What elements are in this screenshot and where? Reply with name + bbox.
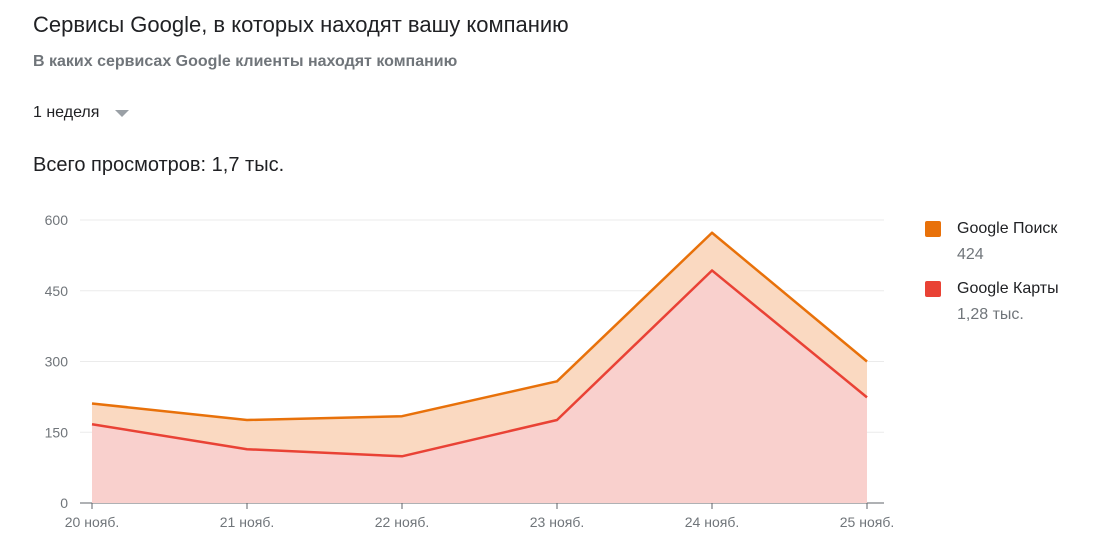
total-views: Всего просмотров: 1,7 тыс.	[33, 154, 284, 177]
period-dropdown-label: 1 неделя	[33, 104, 100, 121]
legend-item-search[interactable]: Google Поиск 424	[925, 220, 1059, 264]
y-tick-label: 300	[45, 354, 69, 370]
y-tick-label: 150	[45, 424, 69, 440]
legend-swatch-maps	[925, 281, 941, 297]
legend-name-maps: Google Карты	[957, 280, 1059, 297]
legend-value-maps: 1,28 тыс.	[957, 306, 1024, 323]
total-views-value: 1,7 тыс.	[211, 154, 285, 176]
area-1	[92, 232, 867, 457]
y-tick-label: 450	[45, 283, 69, 299]
legend-swatch-search	[925, 221, 941, 237]
legend-value-search: 424	[957, 246, 984, 263]
series-line-1	[91, 231, 868, 422]
caret-down-icon	[115, 109, 130, 117]
y-tick-label: 0	[60, 495, 68, 511]
x-tick-label: 23 нояб.	[530, 514, 584, 530]
x-tick-label: 21 нояб.	[220, 514, 274, 530]
period-dropdown[interactable]: 1 неделя	[33, 98, 130, 128]
y-tick-label: 600	[45, 212, 69, 228]
x-tick-label: 20 нояб.	[65, 514, 119, 530]
page-subtitle: В каких сервисах Google клиенты находят …	[33, 53, 458, 70]
page-title: Сервисы Google, в которых находят вашу к…	[33, 12, 569, 37]
area-0	[92, 270, 867, 503]
area-chart: 0 150 300 450 600 20 нояб. 21 нояб. 22 нояб. 23 …	[45, 212, 895, 530]
x-tick-label: 24 нояб.	[685, 514, 739, 530]
total-views-label: Всего просмотров:	[33, 154, 207, 176]
x-tick-label: 25 нояб.	[840, 514, 894, 530]
legend-item-maps[interactable]: Google Карты 1,28 тыс.	[925, 280, 1059, 324]
x-tick-label: 22 нояб.	[375, 514, 429, 530]
chart-legend: Google Поиск 424 Google Карты 1,28 тыс.	[925, 220, 1059, 340]
legend-name-search: Google Поиск	[957, 220, 1058, 237]
series-line-0	[91, 269, 868, 458]
